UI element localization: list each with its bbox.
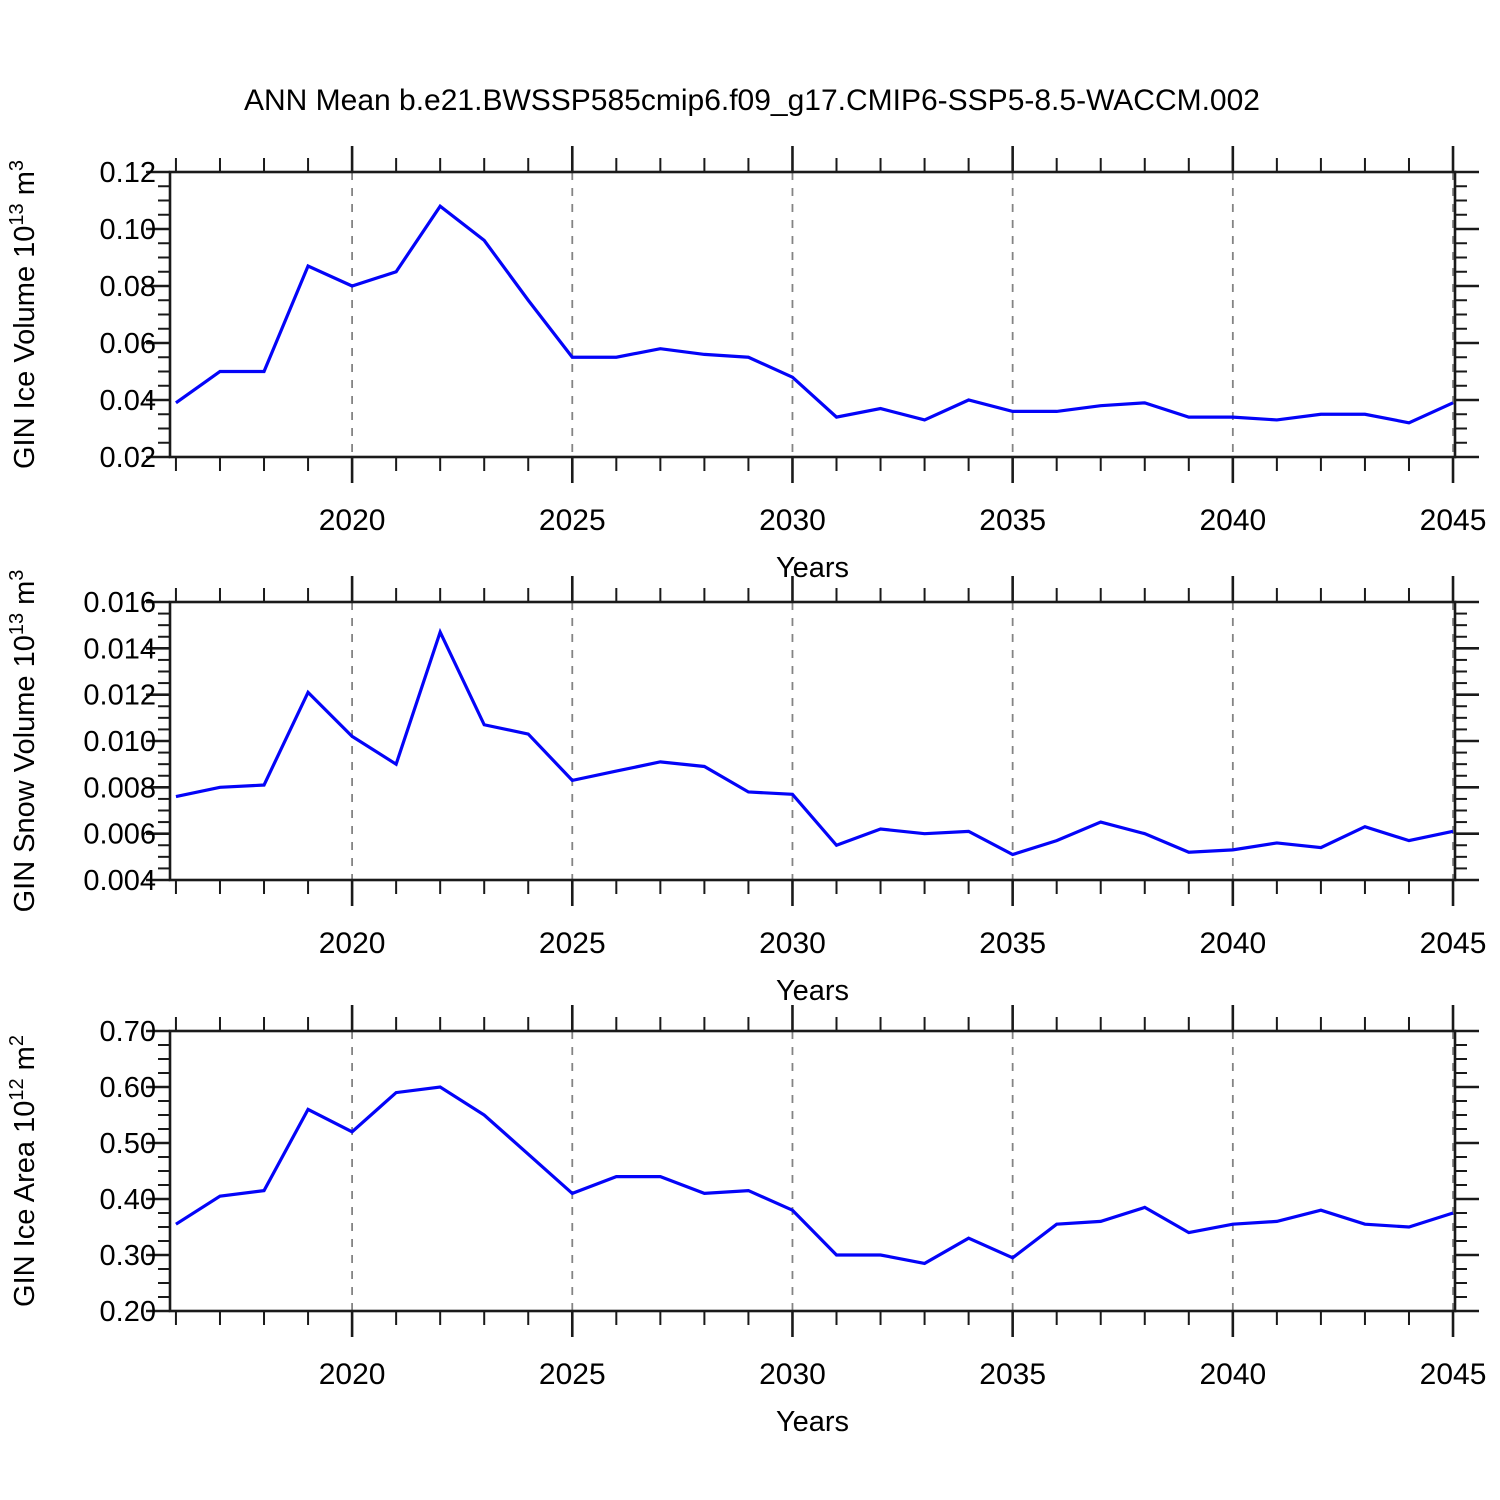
- y-tick-label: 0.004: [83, 865, 156, 897]
- x-tick-label: 2040: [1199, 1358, 1266, 1391]
- y-tick-label: 0.010: [83, 726, 156, 758]
- x-ticks: [174, 146, 1455, 483]
- y-tick-labels: 0.02 0.04 0.06 0.08 0.10 0.12: [100, 157, 156, 474]
- x-tick-label: 2030: [759, 1358, 826, 1391]
- y-tick-label: 0.60: [100, 1072, 156, 1104]
- x-axis-label: Years: [776, 552, 849, 584]
- x-tick-label: 2025: [539, 504, 606, 537]
- y-ticks: [146, 170, 1479, 459]
- y-tick-label: 0.12: [100, 157, 156, 189]
- y-tick-label: 0.50: [100, 1128, 156, 1160]
- x-tick-label: 2045: [1420, 504, 1487, 537]
- y-tick-label: 0.04: [100, 385, 156, 417]
- y-ticks: [146, 600, 1479, 882]
- y-tick-label: 0.008: [83, 772, 156, 804]
- x-tick-label: 2045: [1420, 927, 1487, 960]
- x-tick-label: 2040: [1199, 927, 1266, 960]
- x-tick-label: 2030: [759, 927, 826, 960]
- x-tick-label: 2045: [1420, 1358, 1487, 1391]
- y-tick-label: 0.016: [83, 587, 156, 619]
- y-tick-label: 0.014: [83, 633, 156, 665]
- panel-ice-volume: 0.02 0.04 0.06 0.08 0.10 0.12 2020 2025 2030 2035…: [6, 146, 1486, 584]
- y-tick-label: 0.06: [100, 328, 156, 360]
- x-tick-label: 2020: [319, 1358, 386, 1391]
- series-line-snow-volume: [175, 627, 1454, 857]
- series-line-ice-area: [175, 1085, 1454, 1266]
- y-tick-label: 0.012: [83, 680, 156, 712]
- x-ticks: [174, 576, 1455, 906]
- y-tick-label: 0.70: [100, 1016, 156, 1048]
- x-ticks: [174, 1005, 1455, 1337]
- x-tick-label: 2035: [979, 1358, 1046, 1391]
- x-tick-label: 2030: [759, 504, 826, 537]
- y-tick-label: 0.02: [100, 442, 156, 474]
- x-tick-labels: 2020 2025 2030 2035 2040 2045: [319, 504, 1487, 537]
- y-axis-label-ice-volume: GIN Ice Volume 1013 m3: [6, 160, 41, 469]
- y-tick-labels: 0.004 0.006 0.008 0.010 0.012 0.014 0.016: [83, 587, 156, 897]
- panel-ice-area: 0.20 0.30 0.40 0.50 0.60 0.70 2020 2025 2030 2035…: [6, 1005, 1486, 1438]
- x-tick-label: 2025: [539, 927, 606, 960]
- x-tick-label: 2025: [539, 1358, 606, 1391]
- y-tick-label: 0.30: [100, 1240, 156, 1272]
- x-tick-labels: 2020 2025 2030 2035 2040 2045: [319, 927, 1487, 960]
- y-ticks: [146, 1029, 1479, 1313]
- x-tick-label: 2035: [979, 504, 1046, 537]
- x-axis-label: Years: [776, 975, 849, 1007]
- chart-title: ANN Mean b.e21.BWSSP585cmip6.f09_g17.CMI…: [244, 84, 1260, 117]
- y-tick-label: 0.40: [100, 1184, 156, 1216]
- y-axis-label-snow-volume: GIN Snow Volume 1013 m3: [6, 570, 41, 913]
- x-tick-label: 2020: [319, 504, 386, 537]
- x-tick-label: 2035: [979, 927, 1046, 960]
- y-tick-label: 0.20: [100, 1296, 156, 1328]
- gridlines: [351, 602, 1454, 880]
- y-tick-label: 0.10: [100, 214, 156, 246]
- x-tick-label: 2020: [319, 927, 386, 960]
- y-tick-labels: 0.20 0.30 0.40 0.50 0.60 0.70: [100, 1016, 156, 1328]
- x-tick-label: 2040: [1199, 504, 1266, 537]
- y-tick-label: 0.006: [83, 819, 156, 851]
- x-axis-label: Years: [776, 1406, 849, 1438]
- x-tick-labels: 2020 2025 2030 2035 2040 2045: [319, 1358, 1487, 1391]
- series-line-ice-volume: [175, 203, 1454, 425]
- y-axis-label-ice-area: GIN Ice Area 1012 m2: [6, 1035, 41, 1307]
- y-tick-label: 0.08: [100, 271, 156, 303]
